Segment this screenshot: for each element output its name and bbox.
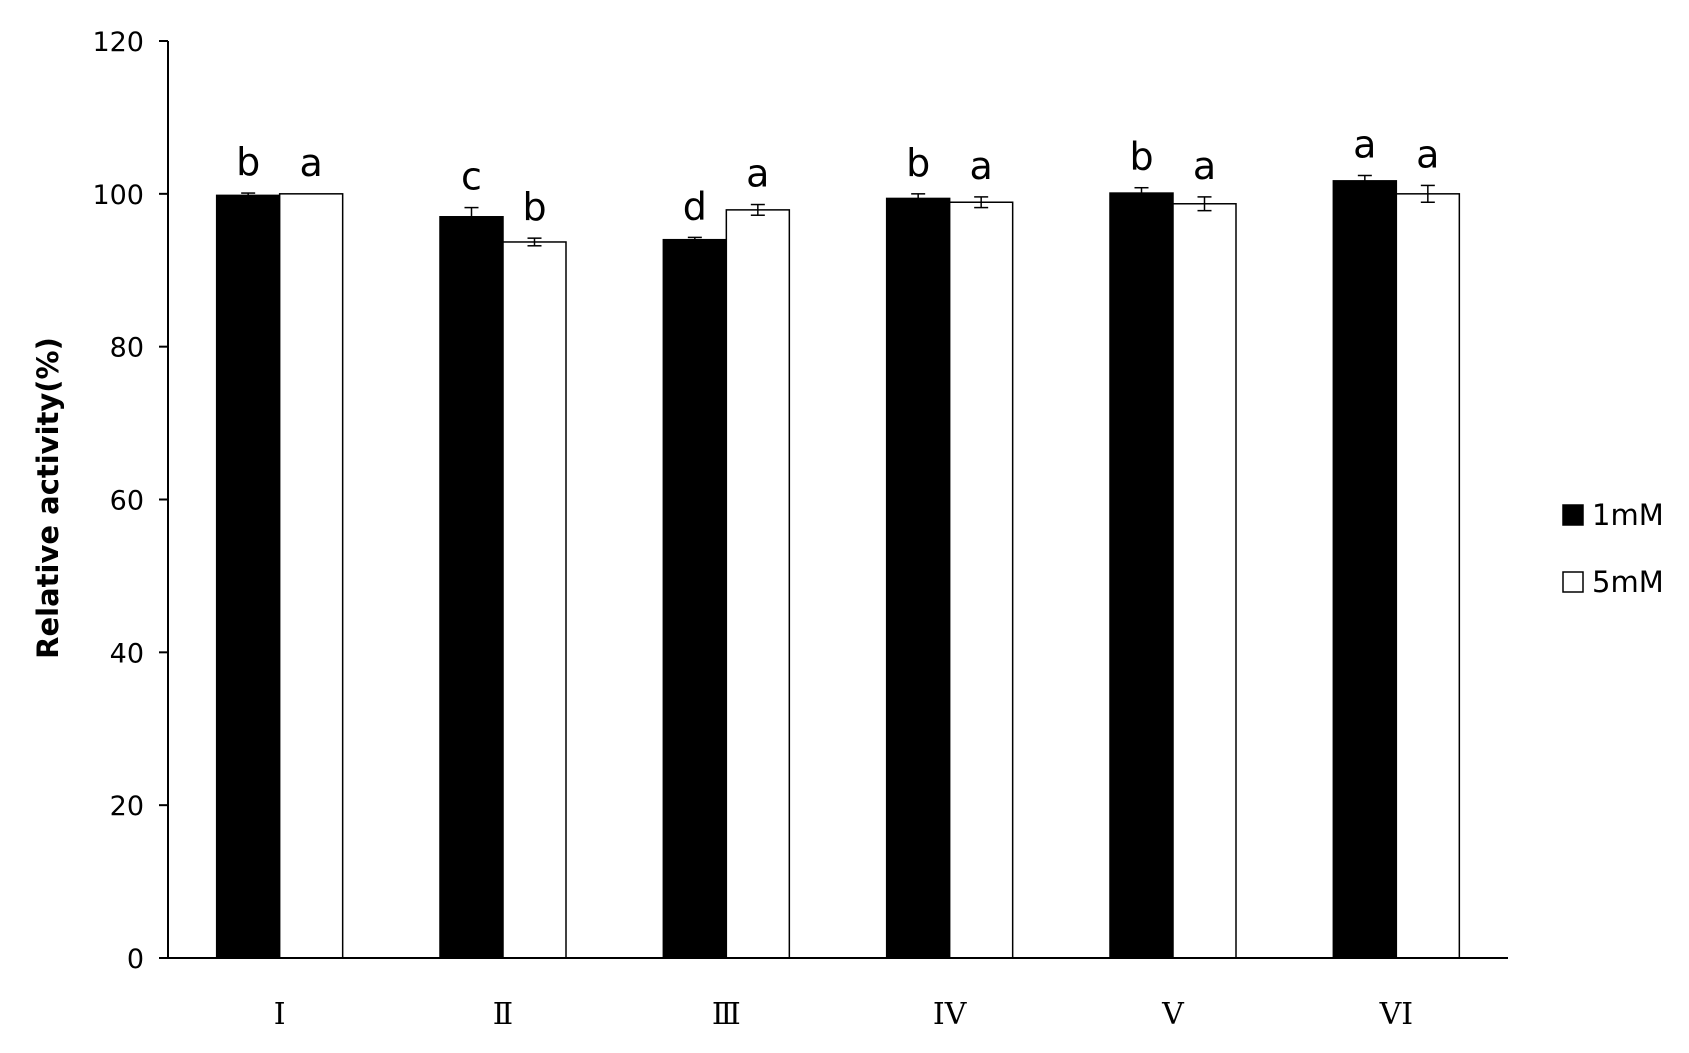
significance-labels: b a cb da b a b a a a [236, 122, 1439, 229]
significance-label: b [906, 141, 930, 185]
x-category-label: Ⅲ [712, 997, 741, 1032]
bar-1mM-1 [215, 194, 281, 959]
significance-label: a [746, 152, 769, 196]
y-tick-label: 40 [110, 638, 144, 669]
bar-5mM-4 [948, 201, 1014, 959]
bar-1mM-4 [885, 197, 951, 959]
x-axis-category-labels: Ⅰ Ⅱ Ⅲ IV V VI [274, 997, 1413, 1032]
y-tick-label: 120 [92, 27, 144, 58]
x-category-label: IV [933, 997, 968, 1032]
y-axis-ticks: 0 20 40 60 80 100 120 [92, 27, 168, 975]
bars [215, 180, 1461, 959]
error-bars [241, 174, 1435, 247]
x-category-label: Ⅰ [274, 997, 286, 1032]
significance-label: b [522, 185, 546, 229]
legend-label: 5mM [1592, 565, 1664, 599]
x-category-label: V [1161, 997, 1185, 1032]
axes [167, 41, 1508, 959]
legend: 1mM 5mM [1562, 498, 1664, 599]
bar-5mM-6 [1395, 193, 1461, 959]
y-tick-label: 80 [110, 333, 144, 364]
legend-swatch-1mM [1562, 504, 1584, 526]
x-category-label: Ⅱ [493, 997, 513, 1032]
y-tick-label: 100 [92, 180, 144, 211]
x-category-label: VI [1379, 997, 1414, 1032]
bar-5mM-1 [278, 193, 344, 959]
bar-1mM-6 [1332, 180, 1398, 959]
legend-swatch-5mM [1562, 571, 1584, 593]
bar-5mM-3 [725, 209, 791, 959]
significance-label: d [683, 184, 707, 228]
significance-label: a [1353, 122, 1376, 166]
bar-1mM-3 [662, 238, 728, 959]
significance-label: b [236, 140, 260, 184]
significance-label: a [1416, 132, 1439, 176]
y-tick-label: 20 [110, 791, 144, 822]
y-tick-label: 0 [127, 944, 144, 975]
bar-5mM-2 [502, 241, 567, 959]
bar-5mM-5 [1172, 203, 1237, 959]
significance-label: a [300, 141, 323, 185]
significance-label: c [461, 155, 482, 199]
significance-label: a [1193, 144, 1216, 188]
bar-1mM-2 [439, 216, 504, 959]
bar-1mM-5 [1109, 192, 1174, 959]
y-tick-label: 60 [110, 486, 144, 517]
y-axis-label: Relative activity(%) [31, 337, 65, 659]
significance-label: b [1129, 135, 1153, 179]
significance-label: a [970, 144, 993, 188]
legend-label: 1mM [1592, 498, 1664, 532]
